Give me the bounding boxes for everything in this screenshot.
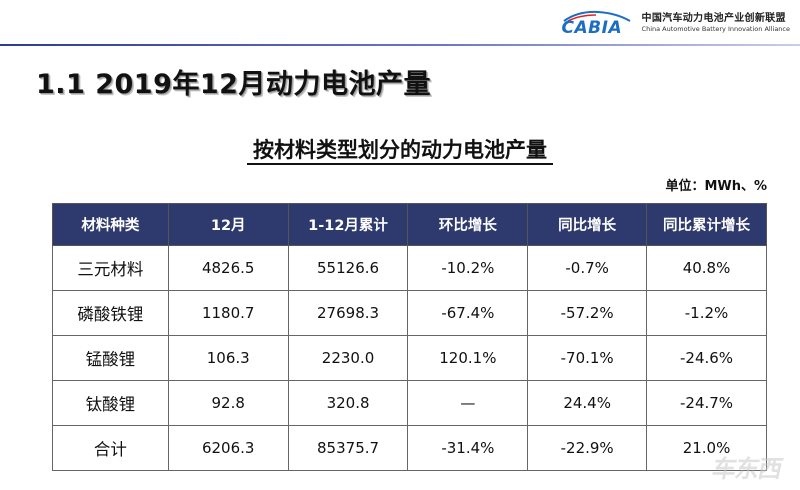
table-cell: 55126.6 xyxy=(287,245,409,291)
table-row: 磷酸铁锂 1180.7 27698.3 -67.4% -57.2% -1.2% xyxy=(52,290,767,336)
table-cell: 磷酸铁锂 xyxy=(52,290,169,336)
table-cell: 1180.7 xyxy=(167,290,289,336)
table-cell: 92.8 xyxy=(167,380,289,426)
table-cell: 4826.5 xyxy=(167,245,289,291)
column-header: 环比增长 xyxy=(407,203,529,246)
table-row: 三元材料 4826.5 55126.6 -10.2% -0.7% 40.8% xyxy=(52,245,767,291)
table-cell: -70.1% xyxy=(527,335,648,381)
table-cell: -24.7% xyxy=(646,380,767,426)
table-cell: -67.4% xyxy=(407,290,529,336)
watermark: 车东西 xyxy=(709,455,785,483)
cabia-logo: CABIA 中国汽车动力电池产业创新联盟 China Automotive Ba… xyxy=(558,8,790,38)
column-header: 材料种类 xyxy=(52,203,169,246)
table-row: 锰酸锂 106.3 2230.0 120.1% -70.1% -24.6% xyxy=(52,335,767,381)
table-cell: -22.9% xyxy=(527,425,648,471)
table-cell: -31.4% xyxy=(407,425,529,471)
table-cell: 21.0% xyxy=(646,425,767,471)
header-bar: CABIA 中国汽车动力电池产业创新联盟 China Automotive Ba… xyxy=(0,0,800,44)
table-cell: 106.3 xyxy=(167,335,289,381)
column-header: 1-12月累计 xyxy=(287,203,409,246)
page-title: 1.1 2019年12月动力电池产量 xyxy=(36,69,431,100)
table-row: 钛酸锂 92.8 320.8 — 24.4% -24.7% xyxy=(52,380,767,426)
table-cell: 85375.7 xyxy=(287,425,409,471)
table-cell: 合计 xyxy=(52,425,169,471)
table-header-row: 材料种类 12月 1-12月累计 环比增长 同比增长 同比累计增长 xyxy=(52,203,767,246)
table-cell: — xyxy=(407,380,529,426)
org-name-cn: 中国汽车动力电池产业创新联盟 xyxy=(641,12,786,24)
unit-label: 单位：MWh、% xyxy=(665,179,767,194)
table-cell: 锰酸锂 xyxy=(52,335,169,381)
table-cell: 三元材料 xyxy=(52,245,169,291)
table-cell: 27698.3 xyxy=(287,290,409,336)
table-cell: -1.2% xyxy=(646,290,767,336)
header-divider xyxy=(0,44,800,46)
table-cell: -0.7% xyxy=(527,245,648,291)
table-cell: 120.1% xyxy=(407,335,529,381)
table-cell: 2230.0 xyxy=(287,335,409,381)
production-table: 材料种类 12月 1-12月累计 环比增长 同比增长 同比累计增长 三元材料 4… xyxy=(52,203,767,471)
table-cell: -10.2% xyxy=(407,245,529,291)
table-title-wrap: 按材料类型划分的动力电池产量 xyxy=(0,134,800,165)
logo-word: CABIA xyxy=(561,18,623,38)
column-header: 12月 xyxy=(167,203,289,246)
column-header: 同比累计增长 xyxy=(646,203,767,246)
table-cell: 钛酸锂 xyxy=(52,380,169,426)
table-cell: -57.2% xyxy=(527,290,648,336)
car-logo-icon: CABIA xyxy=(558,9,636,38)
table-row: 合计 6206.3 85375.7 -31.4% -22.9% 21.0% xyxy=(52,425,767,471)
column-header: 同比增长 xyxy=(527,203,648,246)
table-cell: 320.8 xyxy=(287,380,409,426)
table-cell: 6206.3 xyxy=(167,425,289,471)
table-cell: -24.6% xyxy=(646,335,767,381)
org-name-en: China Automotive Battery Innovation Alli… xyxy=(641,24,790,33)
table-cell: 40.8% xyxy=(646,245,767,291)
table-cell: 24.4% xyxy=(527,380,648,426)
table-title: 按材料类型划分的动力电池产量 xyxy=(247,138,553,165)
